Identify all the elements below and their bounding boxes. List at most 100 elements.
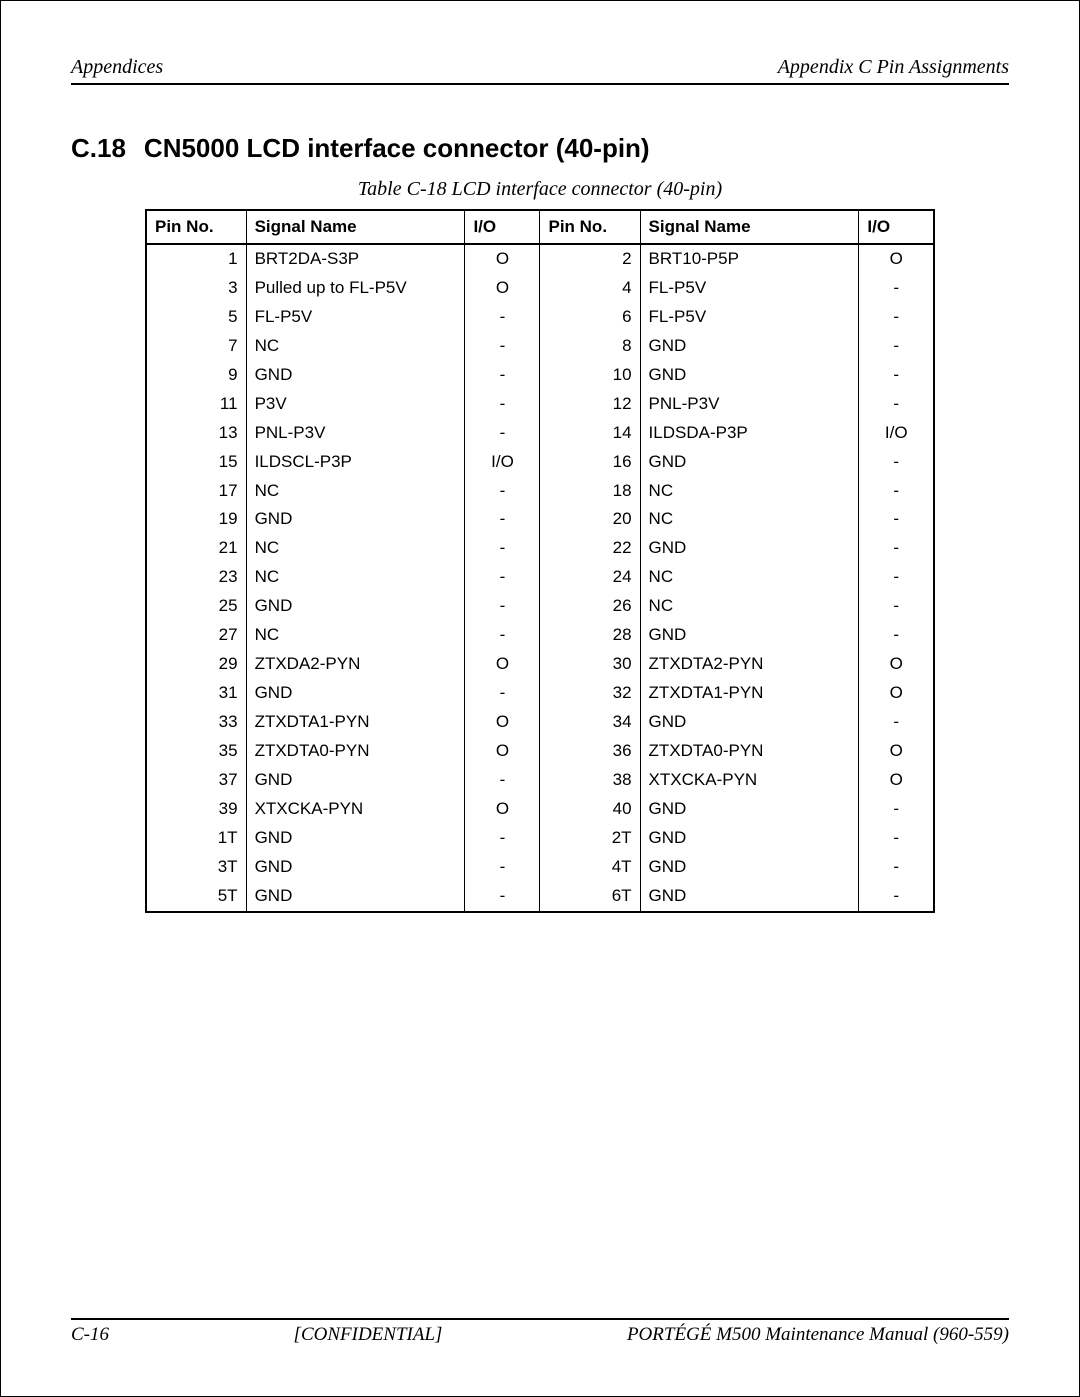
table-cell: NC — [640, 592, 859, 621]
table-cell: 22 — [540, 534, 640, 563]
table-cell: - — [465, 477, 540, 506]
table-cell: 19 — [146, 505, 246, 534]
table-cell: BRT2DA-S3P — [246, 244, 465, 274]
table-cell: GND — [246, 361, 465, 390]
table-cell: 6T — [540, 882, 640, 912]
table-cell: - — [465, 592, 540, 621]
table-cell: I/O — [465, 448, 540, 477]
table-cell: 34 — [540, 708, 640, 737]
table-cell: - — [859, 824, 934, 853]
table-cell: ILDSCL-P3P — [246, 448, 465, 477]
table-cell: - — [859, 795, 934, 824]
table-cell: - — [859, 361, 934, 390]
table-cell: - — [465, 679, 540, 708]
table-cell: - — [465, 853, 540, 882]
table-row: 5TGND-6TGND- — [146, 882, 934, 912]
table-cell: NC — [640, 563, 859, 592]
table-cell: ILDSDA-P3P — [640, 419, 859, 448]
table-cell: 2 — [540, 244, 640, 274]
table-row: 33ZTXDTA1-PYNO34GND- — [146, 708, 934, 737]
table-cell: 5 — [146, 303, 246, 332]
table-cell: - — [859, 274, 934, 303]
table-cell: BRT10-P5P — [640, 244, 859, 274]
table-cell: FL-P5V — [640, 303, 859, 332]
pin-table: Pin No. Signal Name I/O Pin No. Signal N… — [145, 209, 935, 913]
table-row: 5FL-P5V-6FL-P5V- — [146, 303, 934, 332]
table-cell: XTXCKA-PYN — [246, 795, 465, 824]
table-cell: - — [859, 477, 934, 506]
table-cell: - — [465, 361, 540, 390]
table-row: 35ZTXDTA0-PYNO36ZTXDTA0-PYNO — [146, 737, 934, 766]
table-cell: GND — [640, 621, 859, 650]
table-cell: 3 — [146, 274, 246, 303]
table-cell: GND — [246, 505, 465, 534]
table-cell: 10 — [540, 361, 640, 390]
col-header: Signal Name — [246, 210, 465, 244]
table-cell: 4 — [540, 274, 640, 303]
table-cell: NC — [640, 477, 859, 506]
table-cell: 23 — [146, 563, 246, 592]
table-cell: 2T — [540, 824, 640, 853]
table-cell: O — [465, 737, 540, 766]
table-cell: FL-P5V — [640, 274, 859, 303]
table-cell: 24 — [540, 563, 640, 592]
table-cell: - — [465, 505, 540, 534]
table-cell: GND — [640, 853, 859, 882]
page-header: Appendices Appendix C Pin Assignments — [71, 56, 1009, 85]
table-cell: - — [859, 621, 934, 650]
table-row: 11P3V-12PNL-P3V- — [146, 390, 934, 419]
table-row: 21NC-22GND- — [146, 534, 934, 563]
table-cell: GND — [640, 332, 859, 361]
table-cell: - — [465, 882, 540, 912]
table-cell: 29 — [146, 650, 246, 679]
table-cell: NC — [246, 534, 465, 563]
table-cell: 4T — [540, 853, 640, 882]
table-cell: 32 — [540, 679, 640, 708]
table-row: 37GND-38XTXCKA-PYNO — [146, 766, 934, 795]
table-cell: GND — [640, 361, 859, 390]
table-cell: GND — [640, 824, 859, 853]
table-cell: ZTXDTA1-PYN — [640, 679, 859, 708]
table-cell: 12 — [540, 390, 640, 419]
page-footer: C-16 [CONFIDENTIAL] PORTÉGÉ M500 Mainten… — [71, 1318, 1009, 1346]
table-cell: O — [859, 244, 934, 274]
table-cell: - — [859, 592, 934, 621]
table-cell: 26 — [540, 592, 640, 621]
table-cell: - — [859, 390, 934, 419]
col-header: Signal Name — [640, 210, 859, 244]
section-heading: C.18CN5000 LCD interface connector (40-p… — [71, 133, 1009, 164]
table-row: 15ILDSCL-P3PI/O16GND- — [146, 448, 934, 477]
table-cell: 33 — [146, 708, 246, 737]
table-cell: - — [465, 419, 540, 448]
table-cell: GND — [640, 534, 859, 563]
table-cell: 36 — [540, 737, 640, 766]
table-row: 29ZTXDA2-PYNO30ZTXDTA2-PYNO — [146, 650, 934, 679]
table-cell: - — [859, 303, 934, 332]
table-cell: GND — [640, 882, 859, 912]
table-cell: ZTXDTA0-PYN — [640, 737, 859, 766]
table-cell: - — [465, 824, 540, 853]
col-header: I/O — [465, 210, 540, 244]
table-cell: 28 — [540, 621, 640, 650]
col-header: I/O — [859, 210, 934, 244]
table-cell: 5T — [146, 882, 246, 912]
table-cell: O — [465, 650, 540, 679]
table-cell: O — [465, 274, 540, 303]
table-cell: O — [859, 766, 934, 795]
table-cell: ZTXDTA2-PYN — [640, 650, 859, 679]
table-cell: - — [465, 563, 540, 592]
table-row: 27NC-28GND- — [146, 621, 934, 650]
header-left: Appendices — [71, 56, 163, 79]
table-cell: 1T — [146, 824, 246, 853]
table-cell: P3V — [246, 390, 465, 419]
table-cell: GND — [246, 592, 465, 621]
table-cell: GND — [640, 448, 859, 477]
table-cell: NC — [246, 621, 465, 650]
col-header: Pin No. — [146, 210, 246, 244]
table-cell: 25 — [146, 592, 246, 621]
table-header-row: Pin No. Signal Name I/O Pin No. Signal N… — [146, 210, 934, 244]
table-cell: GND — [246, 853, 465, 882]
table-cell: 14 — [540, 419, 640, 448]
table-cell: O — [859, 737, 934, 766]
table-cell: NC — [246, 332, 465, 361]
